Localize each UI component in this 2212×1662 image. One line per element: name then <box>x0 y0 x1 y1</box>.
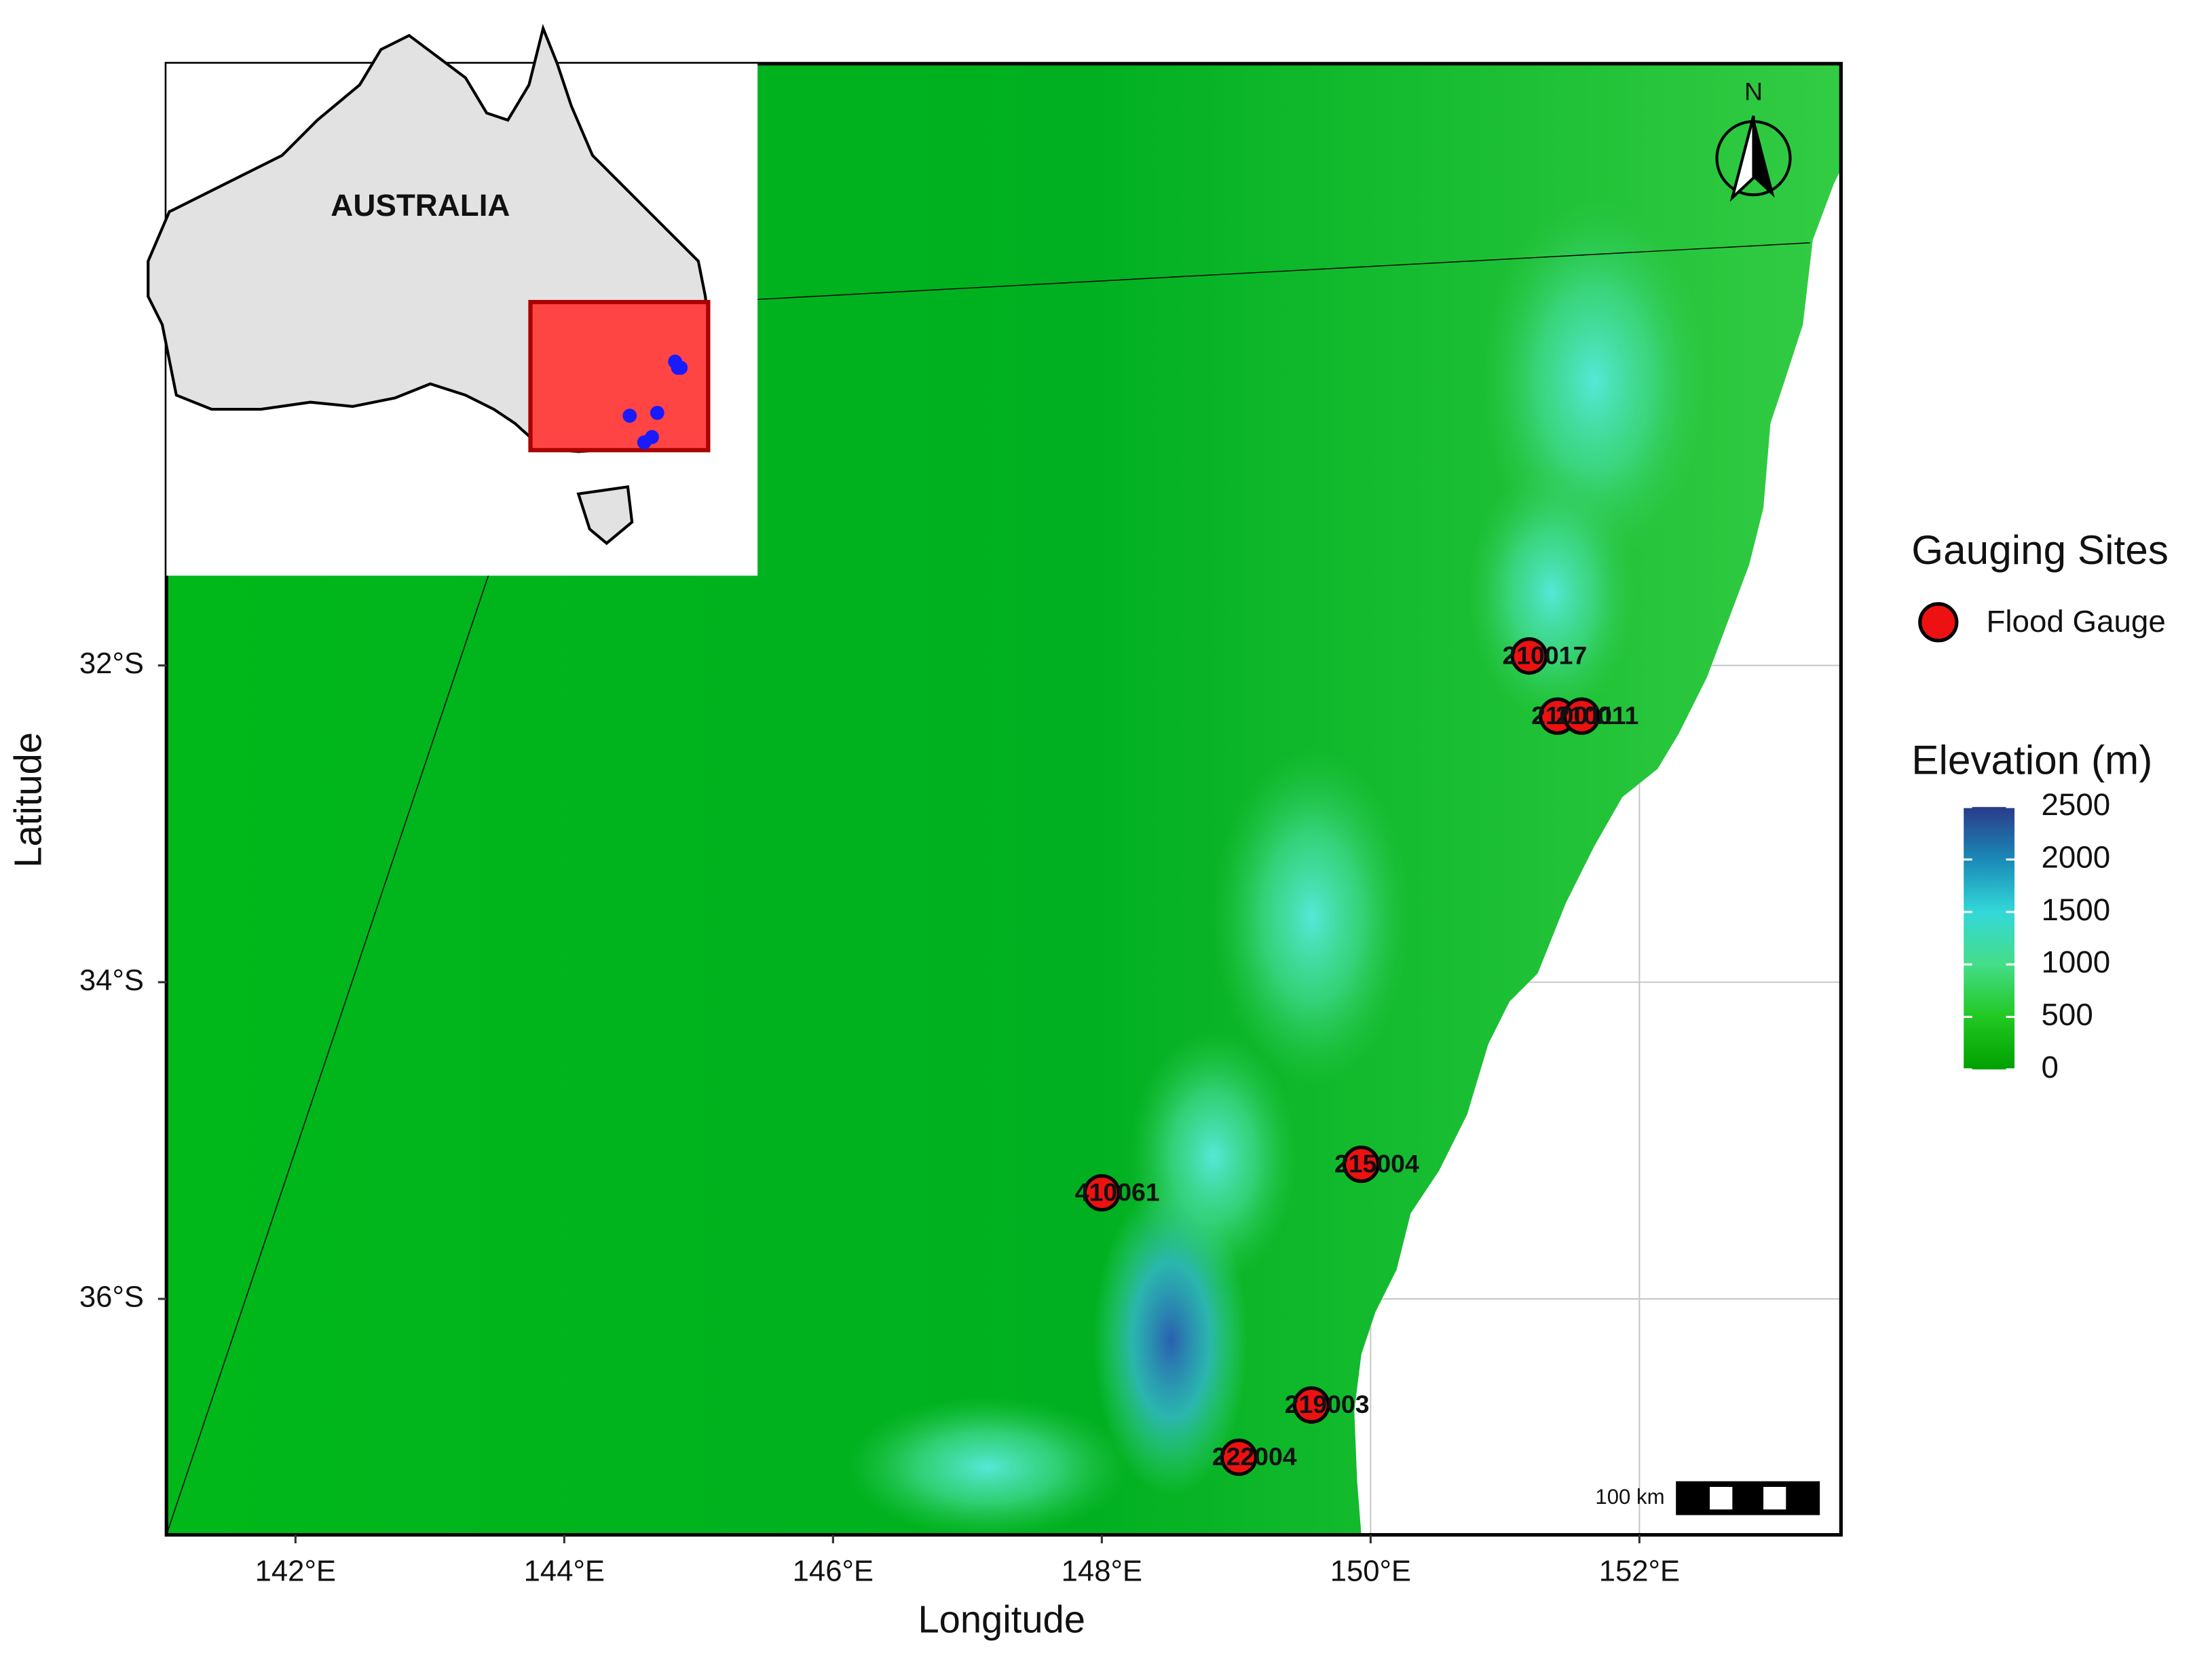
inset-site-dot <box>637 435 652 450</box>
inset-label: AUSTRALIA <box>331 188 510 223</box>
map-frame <box>164 62 1843 1537</box>
x-tick-label: 152°E <box>1599 1554 1680 1587</box>
terrain <box>166 63 1841 1535</box>
colorbar-tick-label: 1000 <box>2042 945 2111 979</box>
legend-marker <box>1918 602 1959 643</box>
y-axis-label: Latitude <box>7 732 50 868</box>
site-label: 215004 <box>1334 1150 1419 1178</box>
scale-label: 100 km <box>1595 1485 1664 1509</box>
site-label: 222004 <box>1212 1442 1297 1471</box>
north-label: N <box>1744 77 1763 105</box>
y-tick-label: 36°S <box>79 1280 144 1313</box>
x-axis-label: Longitude <box>918 1598 1085 1640</box>
x-tick-label: 150°E <box>1330 1554 1411 1587</box>
inset-leader <box>708 242 1810 303</box>
colorbar-tick-label: 1500 <box>2042 892 2111 927</box>
site-marker <box>1220 1438 1258 1476</box>
x-tick-label: 144°E <box>524 1554 605 1587</box>
site-marker <box>1342 1146 1381 1184</box>
inset-site-dot <box>650 405 664 420</box>
site-marker <box>1292 1386 1330 1424</box>
colorbar <box>1964 807 2015 1070</box>
x-tick-label: 142°E <box>255 1554 336 1587</box>
y-tick-label: 32°S <box>79 647 144 680</box>
inset-site-dot <box>622 409 637 423</box>
inset: AUSTRALIA <box>147 24 758 576</box>
colorbar-tick-label: 500 <box>2042 998 2093 1032</box>
y-tick-label: 34°S <box>79 964 144 997</box>
site-label: 210011 <box>1556 701 1639 730</box>
site-label: 210011 <box>1531 701 1615 730</box>
inset-site-dot <box>673 360 688 375</box>
x-tick-label: 146°E <box>793 1554 874 1587</box>
colorbar-tick-label: 2000 <box>2042 840 2111 875</box>
site-marker <box>1510 637 1548 675</box>
site-label: 410061 <box>1075 1178 1160 1207</box>
colorbar-tick-label: 0 <box>2042 1050 2059 1084</box>
colorbar-title: Elevation (m) <box>1911 737 2152 783</box>
colorbar-tick-label: 2500 <box>2042 787 2111 822</box>
inset-leader <box>166 450 531 1535</box>
legend-entry: Flood Gauge <box>1986 604 2165 639</box>
scale-bar: 100 km <box>1595 1481 1820 1515</box>
site-label: 219003 <box>1285 1390 1370 1418</box>
site-label: 210017 <box>1502 641 1587 670</box>
legend-title: Gauging Sites <box>1911 527 2169 573</box>
site-marker <box>1083 1174 1121 1212</box>
site-marker <box>1562 697 1600 735</box>
x-tick-label: 148°E <box>1062 1554 1142 1587</box>
